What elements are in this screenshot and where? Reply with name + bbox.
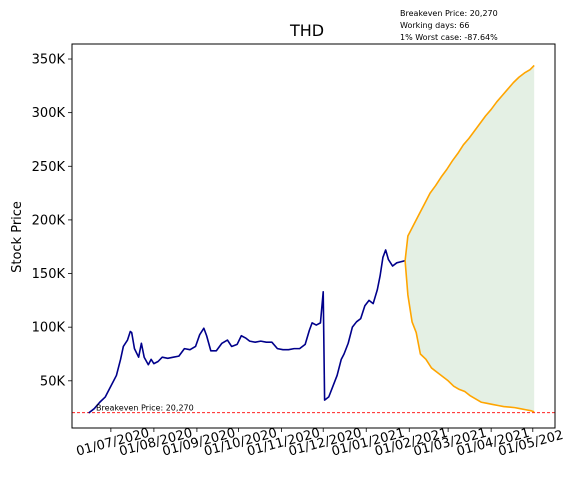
y-tick-label: 150K: [32, 267, 66, 282]
y-tick-label: 50K: [40, 374, 66, 389]
y-tick-label: 300K: [32, 106, 66, 121]
y-tick-label: 200K: [32, 213, 66, 228]
forecast-band-layer: [405, 65, 535, 412]
info-breakeven: Breakeven Price: 20,270: [400, 9, 498, 18]
y-tick-label: 250K: [32, 160, 66, 175]
y-axis-label: Stock Price: [10, 201, 25, 273]
breakeven-label: Breakeven Price: 20,270: [96, 404, 194, 413]
y-tick-label: 350K: [32, 53, 66, 68]
series-layer: [88, 64, 535, 414]
axes-frame: [71, 43, 556, 429]
series-line-history: [88, 249, 406, 414]
info-working-days: Working days: 66: [400, 21, 469, 30]
info-worst-case: 1% Worst case: -87.64%: [400, 33, 498, 42]
chart-title: THD: [289, 21, 324, 40]
forecast-band: [405, 65, 535, 412]
series-line-upper: [404, 64, 535, 261]
y-axis-ticks: 50K 100K 150K 200K 250K 300K 350K: [32, 53, 72, 389]
series-line-lower: [404, 260, 535, 413]
x-axis-ticks: 01/07/202001/08/202001/09/202001/10/2020…: [75, 426, 563, 460]
y-tick-label: 100K: [32, 321, 66, 336]
